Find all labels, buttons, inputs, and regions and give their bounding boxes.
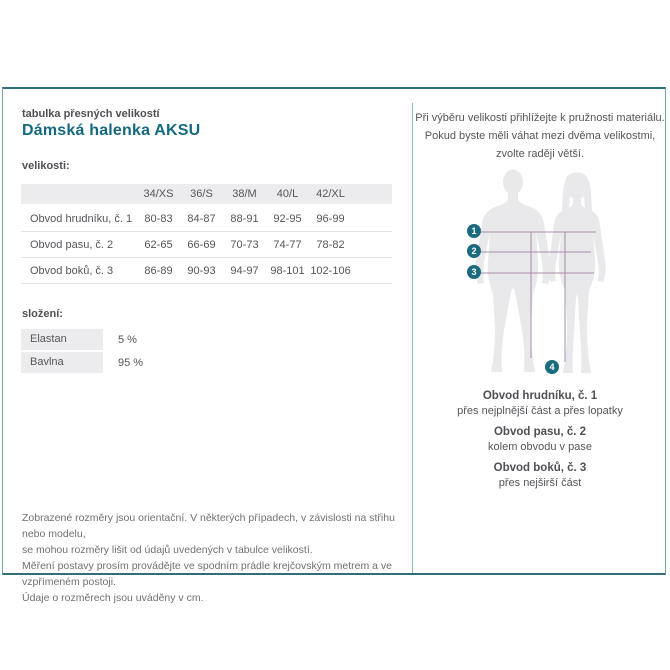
material-name: Bavlna: [21, 352, 103, 373]
vertical-divider: [412, 103, 413, 573]
size-column-header: 36/S: [190, 188, 213, 200]
measurement-descriptions: Obvod hrudníku, č. 1 přes nejplnější čás…: [414, 390, 666, 498]
cell-value: 74-77: [273, 238, 302, 251]
marker-4-badge: 4: [545, 360, 559, 374]
cell-value: 102-106: [310, 264, 351, 277]
size-column-header: 40/L: [276, 188, 299, 200]
size-table: 34/XS 36/S 38/M 40/L 42/XL Obvod hrudník…: [21, 184, 392, 284]
measurement-description: přes nejširší část: [498, 477, 582, 489]
row-label: Obvod hrudníku, č. 1: [30, 212, 133, 225]
cell-value: 78-82: [316, 238, 345, 251]
disclaimer-line: Měření postavy prosím provádějte ve spod…: [22, 560, 392, 588]
cell-value: 66-69: [187, 238, 216, 251]
intro-line: Při výběru velikosti přihlížejte k pružn…: [415, 112, 665, 124]
cell-value: 96-99: [316, 212, 345, 225]
figures-illustration: 1 2 3 4: [414, 166, 665, 378]
measurement-title: Obvod pasu, č. 2: [493, 426, 587, 438]
measurement-title: Obvod boků, č. 3: [493, 462, 587, 474]
size-column-header: 34/XS: [143, 188, 174, 200]
material-name: Elastan: [21, 329, 103, 350]
cell-value: 90-93: [187, 264, 216, 277]
cell-value: 62-65: [144, 238, 173, 251]
row-label: Obvod boků, č. 3: [30, 264, 114, 277]
measurement-title: Obvod hrudníku, č. 1: [482, 390, 598, 402]
composition-table: Elastan 5 % Bavlna 95 %: [21, 329, 241, 375]
disclaimer-text: Zobrazené rozměry jsou orientační. V něk…: [22, 510, 404, 606]
measurement-item: Obvod boků, č. 3 přes nejširší část: [414, 462, 666, 489]
female-silhouette: [548, 172, 606, 373]
table-row: Obvod boků, č. 3 86-89 90-93 94-97 98-10…: [21, 258, 392, 284]
measurement-item: Obvod pasu, č. 2 kolem obvodu v pase: [414, 426, 666, 453]
cell-value: 94-97: [230, 264, 259, 277]
measurement-lines: [481, 231, 596, 362]
composition-row: Elastan 5 %: [21, 329, 241, 350]
size-table-header-row: 34/XS 36/S 38/M 40/L 42/XL: [21, 184, 392, 204]
row-label: Obvod pasu, č. 2: [30, 238, 114, 251]
table-kicker-label: tabulka přesných velikostí: [22, 108, 160, 120]
size-guide-intro: Při výběru velikosti přihlížejte k pružn…: [414, 109, 666, 163]
disclaimer-line: Údaje o rozměrech jsou uváděny v cm.: [22, 592, 204, 604]
sizes-section-label: velikosti:: [22, 160, 70, 172]
table-row: Obvod hrudníku, č. 1 80-83 84-87 88-91 9…: [21, 206, 392, 232]
cell-value: 98-101: [270, 264, 305, 277]
measurement-item: Obvod hrudníku, č. 1 přes nejplnější čás…: [414, 390, 666, 417]
composition-section-label: složení:: [22, 308, 63, 320]
composition-row: Bavlna 95 %: [21, 352, 241, 373]
marker-2-badge: 2: [467, 244, 481, 258]
intro-line: zvolte raději větší.: [495, 148, 585, 160]
page-title: Dámská halenka AKSU: [22, 122, 201, 139]
cell-value: 86-89: [144, 264, 173, 277]
material-percent: 5 %: [118, 333, 137, 346]
marker-1-badge: 1: [467, 224, 481, 238]
material-percent: 95 %: [118, 356, 144, 369]
cell-value: 80-83: [144, 212, 173, 225]
marker-3-badge: 3: [467, 265, 481, 279]
size-column-header: 38/M: [232, 188, 257, 200]
cell-value: 84-87: [187, 212, 216, 225]
table-row: Obvod pasu, č. 2 62-65 66-69 70-73 74-77…: [21, 232, 392, 258]
cell-value: 92-95: [273, 212, 302, 225]
intro-line: Pokud byste měli váhat mezi dvěma veliko…: [424, 130, 656, 142]
measurement-description: kolem obvodu v pase: [488, 441, 592, 453]
disclaimer-line: Zobrazené rozměry jsou orientační. V něk…: [22, 512, 395, 540]
silhouettes-svg: [475, 169, 606, 373]
size-column-header: 42/XL: [316, 188, 345, 200]
disclaimer-line: se mohou rozměry lišit od údajů uvedenýc…: [22, 544, 313, 556]
size-chart-panel: tabulka přesných velikostí Dámská halenk…: [2, 87, 666, 604]
cell-value: 70-73: [230, 238, 259, 251]
size-guide-column: Při výběru velikosti přihlížejte k pružn…: [414, 89, 666, 573]
cell-value: 88-91: [230, 212, 259, 225]
measurement-description: přes nejplnější část a přes lopatky: [457, 405, 623, 417]
male-silhouette: [475, 169, 551, 372]
